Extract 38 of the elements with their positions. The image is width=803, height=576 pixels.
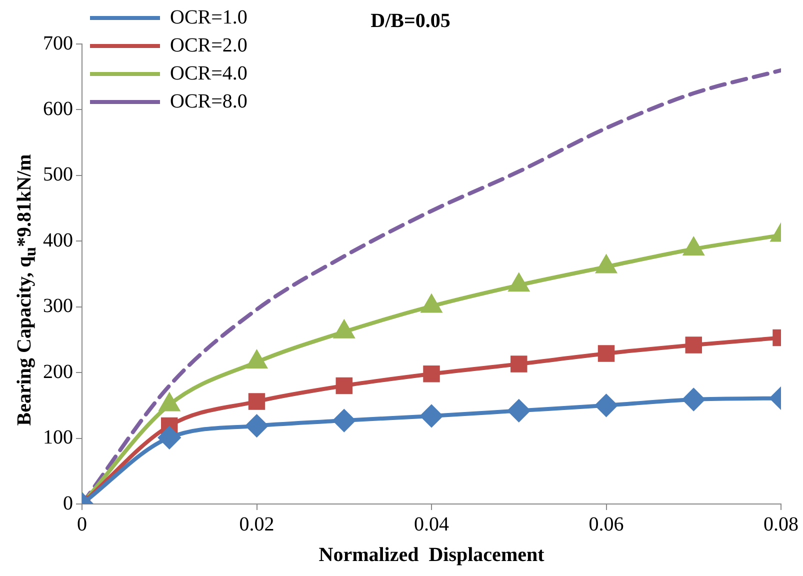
point [248, 393, 266, 410]
x-axis-title: Normalized Displacement [318, 544, 545, 566]
y-tick-label: 400 [43, 229, 73, 252]
y-tick-label: 100 [43, 426, 73, 449]
x-tick-label: 0.08 [764, 513, 798, 536]
legend-label: OCR=2.0 [170, 34, 248, 56]
point [596, 256, 616, 274]
x-tick-label: 0.06 [588, 513, 624, 536]
point [598, 345, 615, 362]
legend-label: OCR=8.0 [170, 90, 248, 112]
point [336, 377, 352, 394]
point [420, 404, 442, 427]
point [510, 356, 528, 372]
legend-label: OCR=4.0 [170, 62, 248, 84]
y-tick-label: 200 [43, 360, 73, 383]
point [246, 351, 267, 369]
point [509, 274, 529, 292]
y-tick-label: 700 [43, 32, 73, 54]
point [595, 394, 618, 416]
x-tick-label: 0.02 [239, 513, 274, 536]
y-tick-label: 300 [43, 295, 73, 318]
point [422, 295, 442, 313]
point [684, 238, 704, 256]
point [508, 400, 530, 422]
point [682, 388, 705, 411]
x-tick-label: 0 [77, 513, 87, 536]
point [423, 366, 440, 382]
x-tick-label: 0.04 [414, 513, 449, 536]
point [334, 320, 354, 338]
point [246, 414, 268, 437]
legend-label: OCR=1.0 [170, 6, 248, 28]
y-tick-label: 0 [63, 492, 73, 514]
point [685, 336, 702, 354]
y-tick-label: 500 [43, 164, 73, 186]
point [158, 426, 180, 449]
y-tick-label: 600 [43, 98, 73, 120]
point [333, 410, 356, 432]
chart-title: D/B=0.05 [370, 10, 450, 32]
